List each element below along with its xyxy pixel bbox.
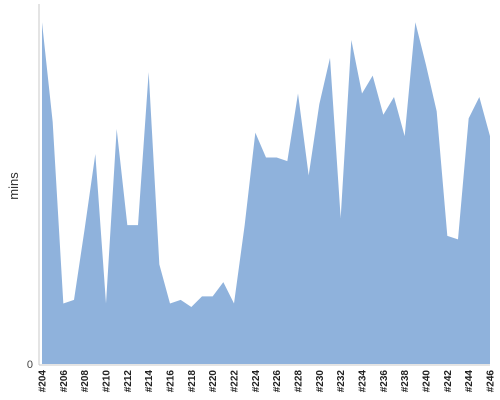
x-tick-label: #220 (208, 370, 219, 393)
x-tick-label: #236 (379, 370, 390, 393)
x-tick-labels: #204 #206 #208 #210 #212 #214 #216 #218 #220 #222… (38, 370, 497, 393)
x-tick-label: #246 (486, 370, 497, 393)
x-tick-label: #222 (230, 370, 241, 393)
x-tick-label: #242 (443, 370, 454, 393)
x-tick-label: #234 (358, 370, 369, 393)
x-tick-label: #226 (272, 370, 283, 393)
x-tick-label: #204 (38, 370, 49, 393)
x-tick-label: #224 (251, 370, 262, 393)
x-tick-label: #232 (336, 370, 347, 393)
y-tick-labels: 0 (27, 359, 33, 371)
x-tick-label: #216 (166, 370, 177, 393)
x-tick-label: #218 (187, 370, 198, 393)
area-series (42, 22, 490, 365)
x-tick-label: #214 (144, 370, 155, 393)
y-tick-label: 0 (27, 359, 33, 371)
x-tick-label: #238 (400, 370, 411, 393)
plot-area (42, 22, 490, 365)
x-tick-label: #240 (422, 370, 433, 393)
x-tick-label: #212 (123, 370, 134, 393)
y-axis-label: mins (6, 172, 21, 200)
x-tick-label: #210 (102, 370, 113, 393)
x-tick-label: #206 (59, 370, 70, 393)
x-tick-label: #244 (464, 370, 475, 393)
x-tick-label: #208 (80, 370, 91, 393)
x-tick-label: #230 (315, 370, 326, 393)
x-tick-label: #228 (294, 370, 305, 393)
